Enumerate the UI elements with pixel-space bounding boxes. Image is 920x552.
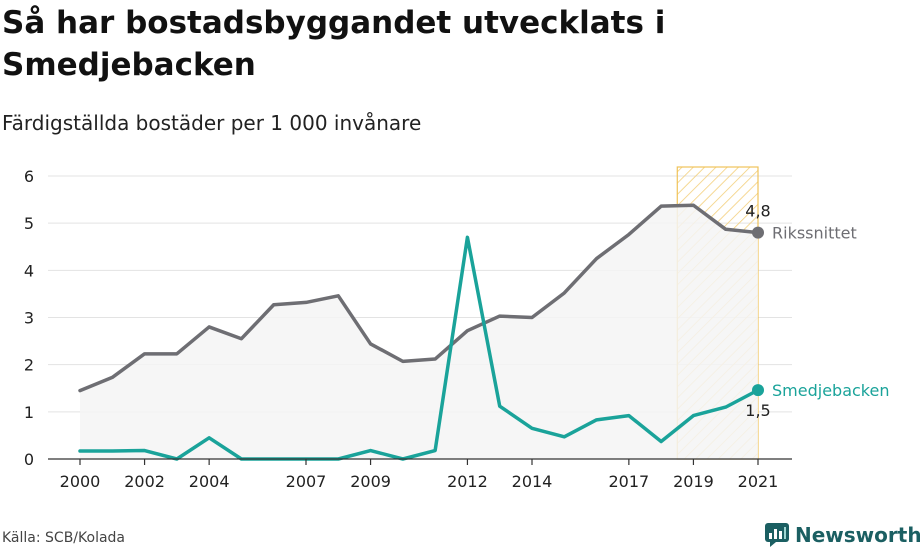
data-point bbox=[692, 204, 695, 207]
y-tick-label: 1 bbox=[24, 403, 34, 422]
series-line-rikssnittet bbox=[78, 203, 760, 393]
data-point bbox=[369, 342, 372, 346]
end-value-label: 1,5 bbox=[745, 401, 770, 420]
brand-logo: Newsworthy bbox=[764, 520, 920, 550]
data-point bbox=[240, 337, 243, 340]
data-point bbox=[78, 389, 82, 392]
end-value-label: 4,8 bbox=[745, 202, 770, 221]
data-point bbox=[111, 376, 114, 379]
x-tick-label: 2017 bbox=[608, 472, 649, 491]
data-point bbox=[369, 449, 372, 452]
data-point bbox=[659, 440, 663, 443]
x-tick-label: 2012 bbox=[447, 472, 488, 491]
data-point bbox=[466, 236, 469, 239]
data-point bbox=[724, 228, 727, 231]
y-tick-label: 2 bbox=[24, 356, 34, 375]
data-point bbox=[78, 449, 82, 453]
data-point bbox=[111, 449, 114, 453]
data-point bbox=[466, 329, 469, 332]
data-point bbox=[498, 404, 501, 408]
data-point bbox=[563, 291, 566, 295]
chart-title: Så har bostadsbyggandet utvecklats i Sme… bbox=[2, 5, 666, 83]
series-label: Rikssnittet bbox=[772, 224, 857, 243]
series-label: Smedjebacken bbox=[772, 381, 889, 400]
data-point bbox=[337, 294, 340, 298]
x-tick-label: 2007 bbox=[286, 472, 327, 491]
newsworthy-logo-icon bbox=[765, 523, 789, 547]
x-tick-label: 2004 bbox=[189, 472, 230, 491]
chart-subtitle: Färdigställda bostäder per 1 000 invånar… bbox=[2, 111, 422, 135]
data-point bbox=[207, 436, 211, 439]
data-point bbox=[207, 325, 211, 329]
data-point bbox=[627, 414, 631, 417]
source-note: Källa: SCB/Kolada bbox=[2, 530, 126, 546]
data-point bbox=[143, 352, 146, 356]
brand-name: Newsworthy bbox=[795, 523, 920, 547]
data-point bbox=[659, 204, 663, 208]
data-point bbox=[304, 301, 308, 304]
y-tick-label: 4 bbox=[24, 261, 34, 280]
x-tick-label: 2009 bbox=[350, 472, 391, 491]
data-point bbox=[530, 427, 534, 430]
x-tick-label: 2002 bbox=[124, 472, 165, 491]
data-point bbox=[401, 360, 405, 363]
data-point bbox=[143, 449, 146, 452]
y-tick-label: 6 bbox=[24, 167, 34, 186]
data-point bbox=[724, 405, 727, 409]
x-tick-label: 2021 bbox=[738, 472, 779, 491]
data-point bbox=[595, 257, 598, 260]
series-line-smedjebacken bbox=[78, 235, 760, 461]
national-area bbox=[80, 205, 758, 459]
y-tick-label: 5 bbox=[24, 214, 34, 233]
data-point bbox=[272, 303, 275, 306]
data-point bbox=[563, 435, 566, 439]
end-marker bbox=[752, 226, 764, 239]
data-point bbox=[498, 314, 501, 318]
data-point bbox=[595, 418, 598, 422]
data-point bbox=[175, 352, 179, 356]
data-point bbox=[692, 414, 695, 417]
data-point bbox=[530, 316, 534, 319]
x-tick-label: 2014 bbox=[512, 472, 553, 491]
y-tick-label: 3 bbox=[24, 309, 34, 328]
data-point bbox=[433, 449, 437, 452]
y-tick-label: 0 bbox=[24, 450, 34, 469]
x-tick-label: 2019 bbox=[673, 472, 714, 491]
end-marker bbox=[752, 384, 764, 397]
data-point bbox=[433, 357, 437, 361]
data-point bbox=[627, 233, 631, 236]
x-tick-label: 2000 bbox=[60, 472, 101, 491]
